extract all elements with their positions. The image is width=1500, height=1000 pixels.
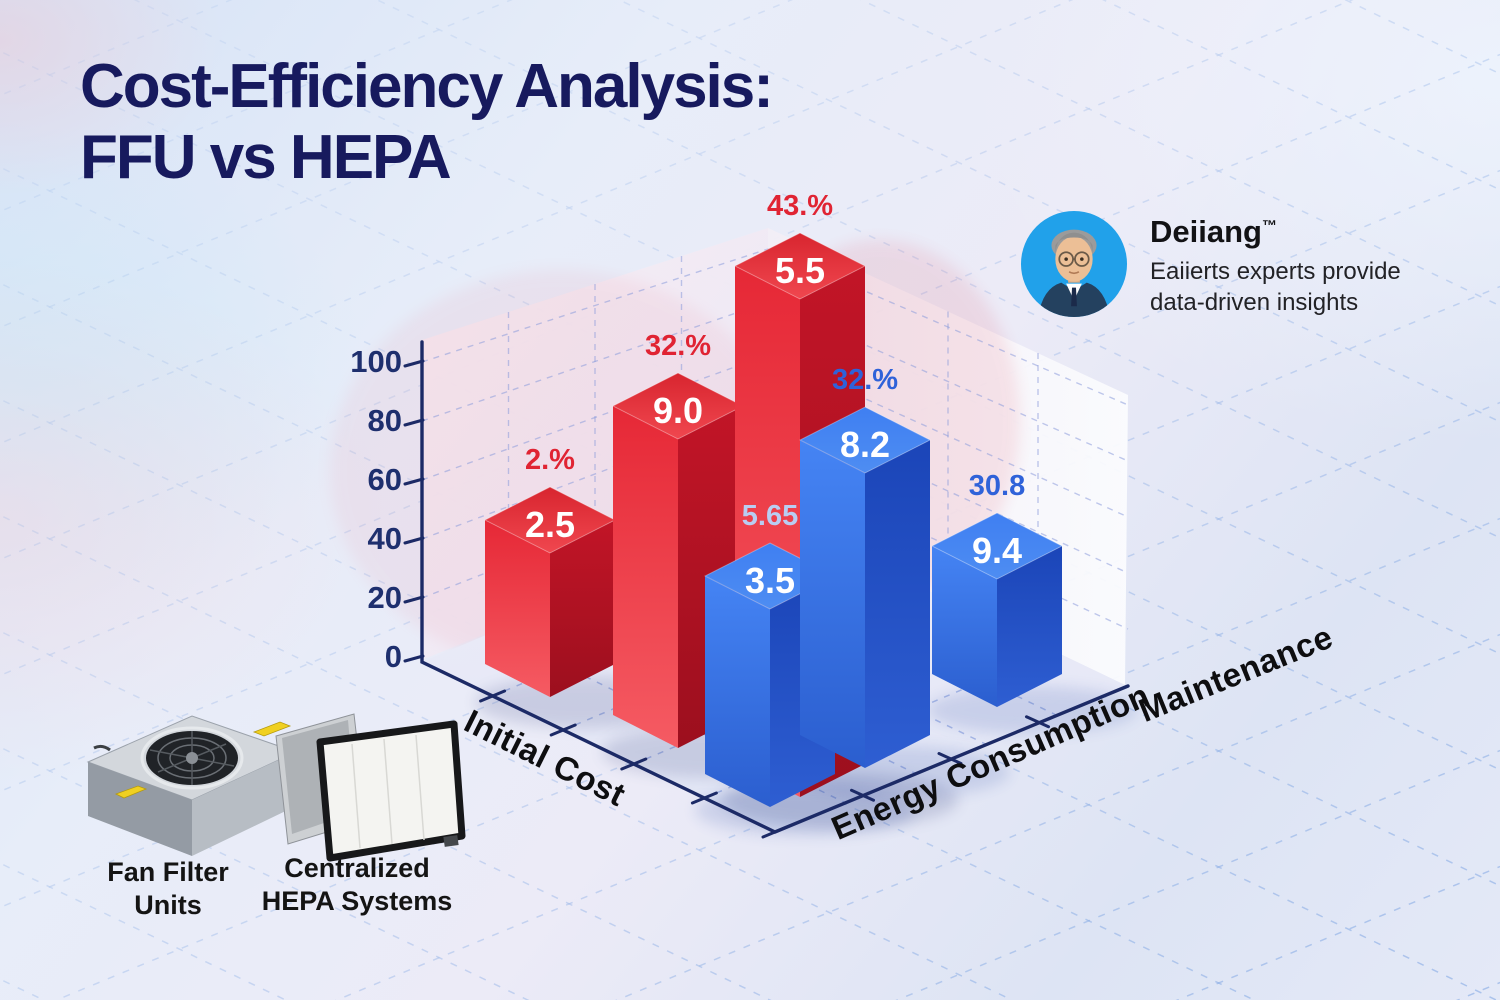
title-line-2: FFU vs HEPA xyxy=(80,122,452,192)
pct-ffu-3: 43.% xyxy=(767,190,833,222)
pct-hepa-3: 30.8 xyxy=(969,470,1025,502)
y-tick-60: 60 xyxy=(368,462,402,497)
y-tick-40: 40 xyxy=(368,521,402,556)
value-ffu-1: 2.5 xyxy=(525,504,575,545)
brand-block: Deiiang™ Eaiierts experts provide data-d… xyxy=(1020,210,1401,318)
title-line-1: Cost-Efficiency Analysis: xyxy=(80,52,774,121)
y-tick-100: 100 xyxy=(350,344,402,379)
axis-ticks xyxy=(403,359,1050,839)
centralized-hepa-label: Centralized HEPA Systems xyxy=(261,853,453,916)
fan-filter-units-label: Fan Filter Units xyxy=(107,857,229,920)
y-tick-20: 20 xyxy=(368,580,402,615)
trademark-symbol: ™ xyxy=(1261,217,1277,235)
y-tick-0: 0 xyxy=(385,639,402,674)
brand-text: Deiiang™ Eaiierts experts provide data-d… xyxy=(1150,210,1401,318)
bar-ffu-initial-cost xyxy=(483,486,617,697)
value-hepa-1: 3.5 xyxy=(745,560,795,601)
pct-ffu-1: 2.% xyxy=(525,444,575,476)
bar-hepa-energy-consumption xyxy=(798,406,932,768)
centralized-hepa-image xyxy=(275,713,466,862)
bar-hepa-maintenance xyxy=(930,512,1064,707)
category-maintenance: Maintenance xyxy=(1134,618,1338,729)
pct-ffu-2: 32.% xyxy=(645,330,711,362)
brand-tagline: Eaiierts experts provide data-driven ins… xyxy=(1150,258,1401,317)
y-axis-labels: 0 20 40 60 80 100 xyxy=(350,344,402,674)
value-hepa-3: 9.4 xyxy=(972,530,1022,571)
bar-percent-labels: 2.% 32.% 43.% 5.65 32.% 30.8 xyxy=(525,190,1025,532)
value-ffu-2: 9.0 xyxy=(653,390,703,431)
expert-avatar xyxy=(1020,210,1128,318)
value-ffu-3: 5.5 xyxy=(775,250,825,291)
y-tick-80: 80 xyxy=(368,403,402,438)
brand-name: Deiiang™ xyxy=(1150,214,1277,249)
pct-hepa-1: 5.65 xyxy=(742,500,798,532)
value-hepa-2: 8.2 xyxy=(840,424,890,465)
fan-filter-unit-image xyxy=(86,715,298,856)
pct-hepa-2: 32.% xyxy=(832,364,898,396)
page-title: Cost-Efficiency Analysis: FFU vs HEPA xyxy=(80,52,774,193)
bar-value-labels: 2.5 9.0 5.5 3.5 8.2 9.4 xyxy=(525,250,1022,601)
